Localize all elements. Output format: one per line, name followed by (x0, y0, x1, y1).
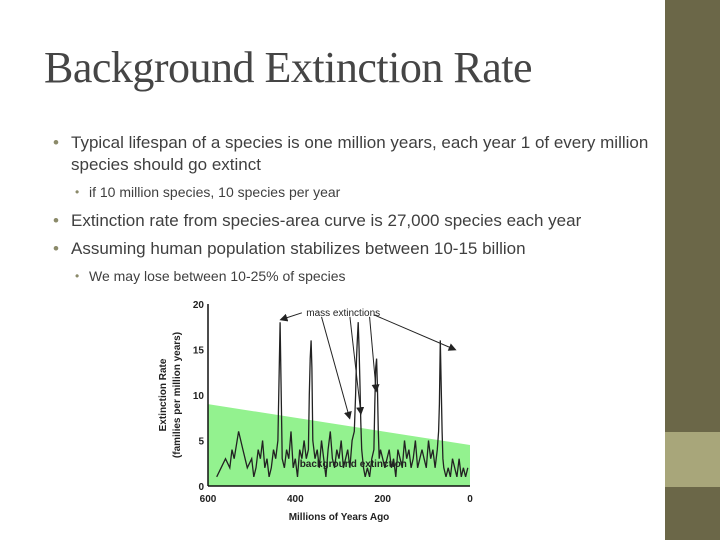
extinction-rate-line (216, 322, 469, 478)
bullet-ten-million: if 10 million species, 10 species per ye… (75, 182, 653, 202)
mass-extinction-arrow (373, 314, 457, 351)
y-tick-label: 20 (193, 300, 205, 311)
chart-body: 0 5 10 15 20 600 400 200 0 Extinction Rate (fami… (158, 300, 473, 523)
mass-extinction-arrow (369, 316, 380, 393)
x-tick-label: 400 (287, 494, 304, 505)
y-axis-sublabel: (families per million years) (172, 332, 183, 458)
mass-extinction-arrow (279, 312, 303, 322)
background-extinction-label: background extinction (300, 459, 407, 470)
x-tick-label: 600 (200, 494, 217, 505)
bullet-lifespan: Typical lifespan of a species is one mil… (53, 132, 653, 176)
mass-extinction-arrow (321, 316, 352, 420)
decor-band-dark (665, 0, 720, 432)
background-extinction-band (208, 404, 470, 486)
mass-extinction-arrow (349, 316, 365, 416)
mass-extinctions-label: mass extinctions (306, 308, 380, 319)
axis-ticks: 0 5 10 15 20 600 400 200 0 (193, 300, 473, 505)
y-tick-label: 10 (193, 391, 205, 402)
bullet-human-population: Assuming human population stabilizes bet… (53, 238, 653, 260)
y-tick-label: 15 (193, 346, 205, 357)
y-axis-label: Extinction Rate (158, 358, 169, 431)
decor-band-dark-bottom (665, 487, 720, 540)
extinction-chart: 0 5 10 15 20 600 400 200 0 Extinction Rate (fami… (158, 300, 473, 523)
y-tick-label: 5 (198, 437, 204, 448)
bullet-extinction-rate: Extinction rate from species-area curve … (53, 210, 653, 232)
mass-extinction-arrows (279, 312, 457, 420)
bullet-list: Typical lifespan of a species is one mil… (53, 132, 653, 294)
y-tick-label: 0 (198, 482, 204, 493)
x-tick-label: 0 (467, 494, 473, 505)
x-axis-label: Millions of Years Ago (289, 512, 390, 523)
bullet-lose-species: We may lose between 10-25% of species (75, 266, 653, 286)
x-tick-label: 200 (374, 494, 391, 505)
decor-band-light (665, 432, 720, 487)
slide-title: Background Extinction Rate (44, 43, 533, 92)
